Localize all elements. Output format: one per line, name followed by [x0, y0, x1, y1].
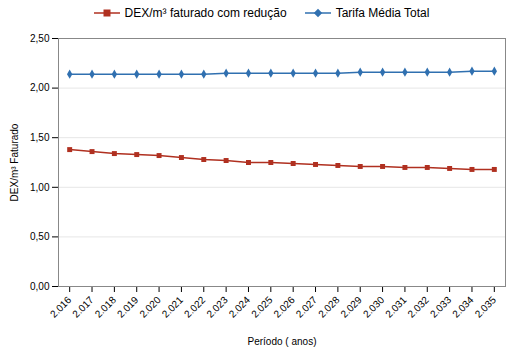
- svg-text:2.019: 2.019: [115, 294, 141, 320]
- svg-text:2.029: 2.029: [338, 294, 364, 320]
- svg-text:2,50: 2,50: [30, 33, 50, 44]
- svg-text:Período ( anos): Período ( anos): [248, 336, 317, 347]
- svg-text:2.030: 2.030: [361, 294, 387, 320]
- svg-text:2.016: 2.016: [48, 294, 74, 320]
- svg-text:2.035: 2.035: [473, 294, 499, 320]
- svg-text:2.026: 2.026: [271, 294, 297, 320]
- html-text:Tarifa Média Total: Tarifa Média Total: [335, 6, 430, 20]
- svg-text:2.025: 2.025: [249, 294, 275, 320]
- svg-text:2.032: 2.032: [405, 294, 431, 320]
- svg-text:2.027: 2.027: [294, 294, 320, 320]
- svg-text:2.021: 2.021: [160, 294, 186, 320]
- svg-text:2.018: 2.018: [93, 294, 119, 320]
- svg-text:2.034: 2.034: [450, 294, 476, 320]
- svg-text:2.033: 2.033: [428, 294, 454, 320]
- svg-text:2.020: 2.020: [137, 294, 163, 320]
- svg-text:2.023: 2.023: [204, 294, 230, 320]
- svg-text:2.031: 2.031: [383, 294, 409, 320]
- svg-text:1,00: 1,00: [30, 182, 50, 193]
- svg-text:2.022: 2.022: [182, 294, 208, 320]
- svg-text:2.024: 2.024: [227, 294, 253, 320]
- svg-text:2.017: 2.017: [70, 294, 96, 320]
- html-text:DEX/m³ faturado com redução: DEX/m³ faturado com redução: [124, 6, 287, 20]
- svg-text:2.028: 2.028: [316, 294, 342, 320]
- svg-text:1,50: 1,50: [30, 132, 50, 143]
- svg-text:2,00: 2,00: [30, 82, 50, 93]
- svg-text:0,50: 0,50: [30, 231, 50, 242]
- svg-text:0,00: 0,00: [30, 281, 50, 292]
- svg-text:DEX/m³ Faturado: DEX/m³ Faturado: [9, 123, 20, 201]
